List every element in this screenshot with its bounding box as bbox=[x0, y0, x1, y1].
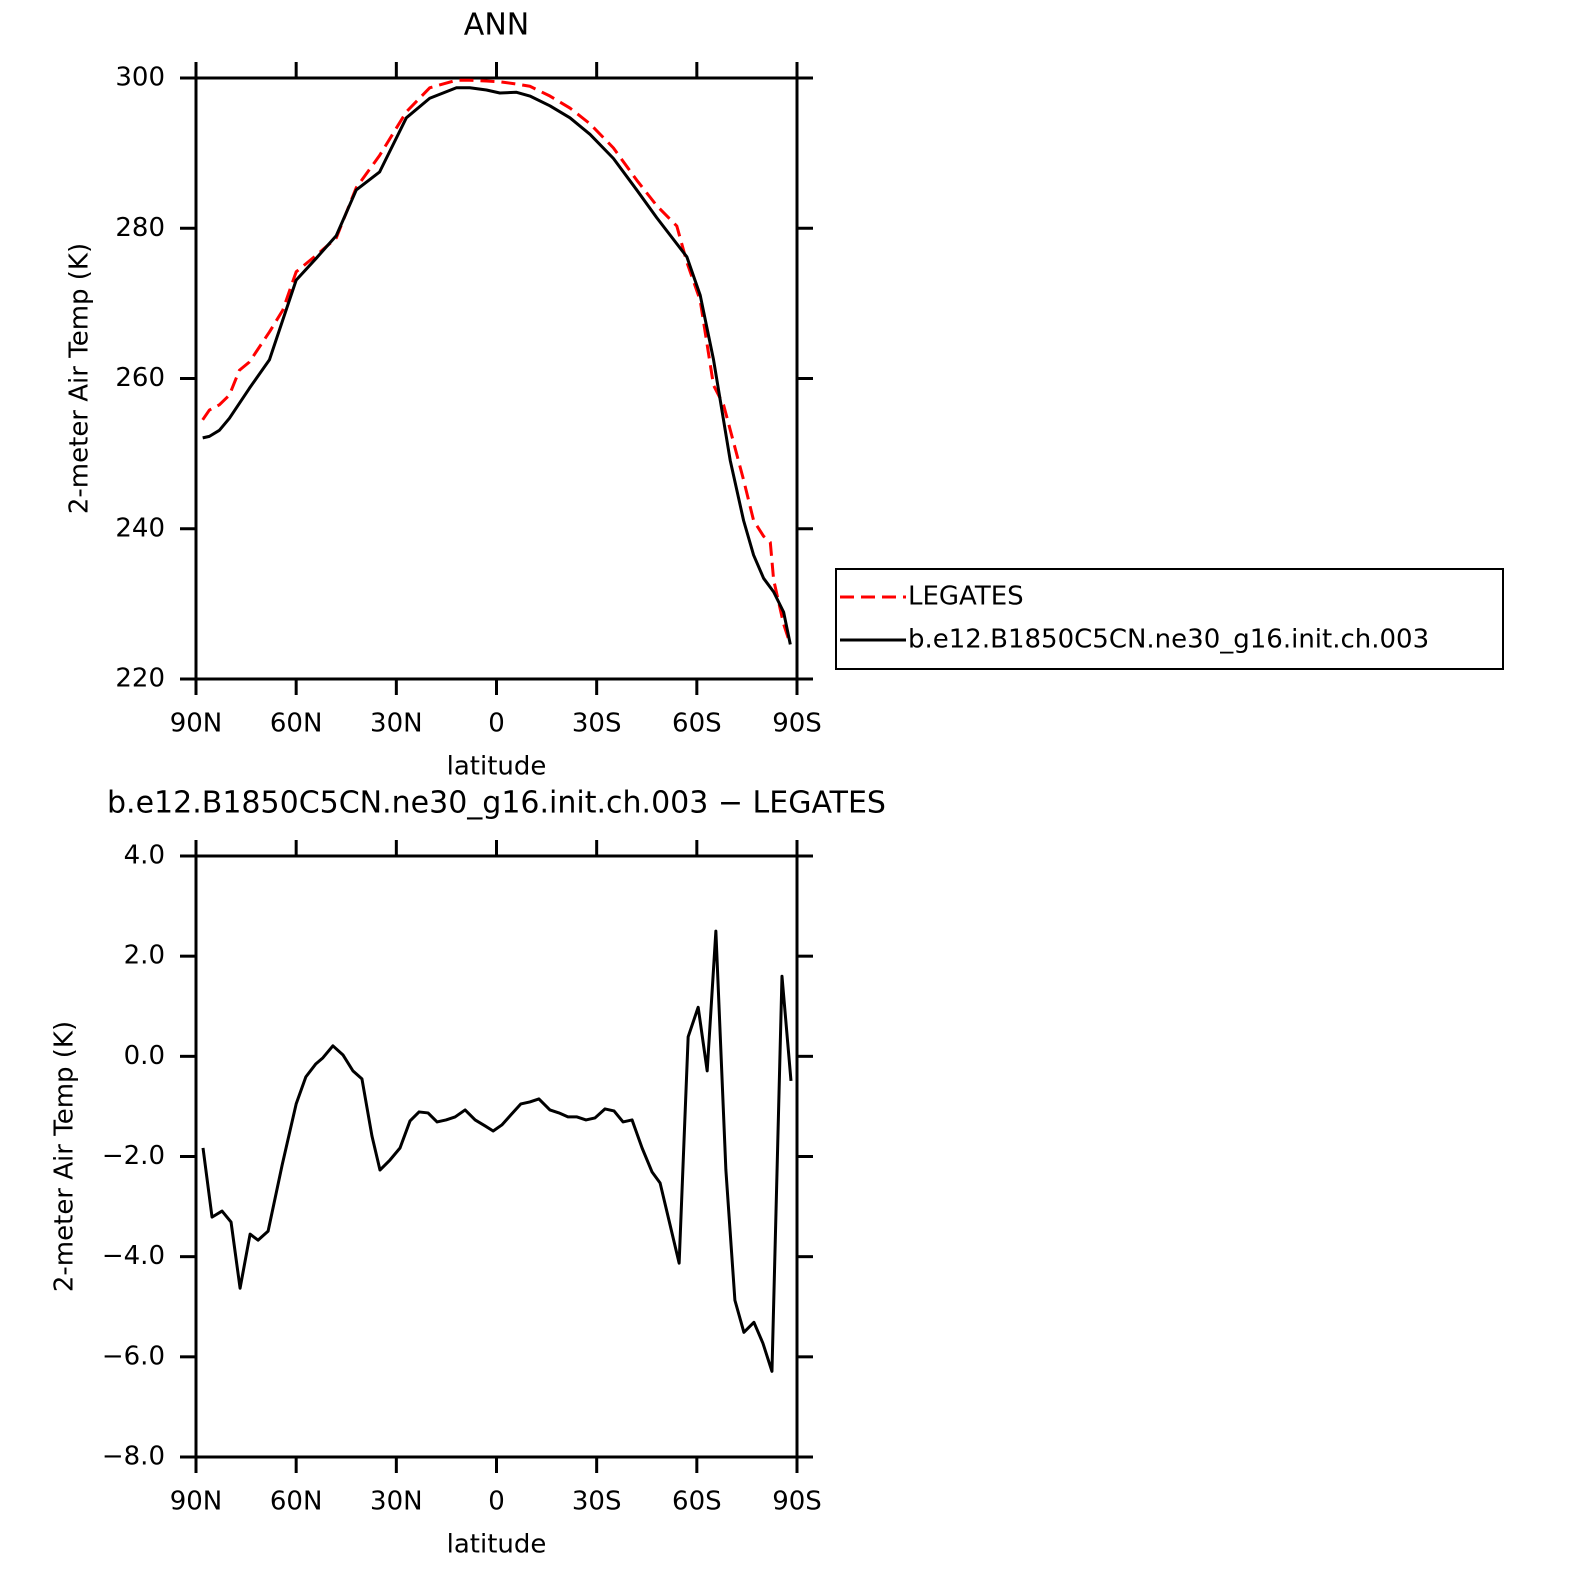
x-tick-label: 0 bbox=[488, 709, 505, 739]
chart-title: ANN bbox=[464, 8, 529, 43]
x-tick-label: 90S bbox=[772, 1487, 822, 1517]
x-tick-label: 30S bbox=[572, 709, 622, 739]
y-tick-label: 280 bbox=[115, 213, 165, 243]
y-tick-label: 240 bbox=[115, 513, 165, 543]
x-tick-label: 90N bbox=[170, 1487, 223, 1517]
legend-label: LEGATES bbox=[908, 582, 1024, 612]
y-tick-label: 220 bbox=[115, 664, 165, 694]
legend-box bbox=[835, 568, 1504, 670]
x-tick-label: 30S bbox=[572, 1487, 622, 1517]
x-tick-label: 0 bbox=[488, 1487, 505, 1517]
y-axis-label: 2-meter Air Temp (K) bbox=[50, 1021, 80, 1292]
y-axis-label: 2-meter Air Temp (K) bbox=[65, 243, 95, 514]
legend-label: b.e12.B1850C5CN.ne30_g16.init.ch.003 bbox=[908, 625, 1429, 655]
x-axis-label: latitude bbox=[447, 1530, 547, 1560]
y-tick-label: 0.0 bbox=[124, 1041, 165, 1071]
y-tick-label: −4.0 bbox=[102, 1241, 165, 1271]
y-tick-label: −2.0 bbox=[102, 1141, 165, 1171]
plot-frame bbox=[194, 76, 799, 681]
y-tick-label: 2.0 bbox=[124, 941, 165, 971]
x-axis-label: latitude bbox=[447, 752, 547, 782]
x-tick-label: 90N bbox=[170, 709, 223, 739]
x-tick-label: 60S bbox=[672, 1487, 722, 1517]
x-tick-label: 60S bbox=[672, 709, 722, 739]
x-tick-label: 60N bbox=[270, 1487, 323, 1517]
plot-frame bbox=[194, 854, 799, 1459]
x-tick-label: 30N bbox=[370, 1487, 423, 1517]
y-tick-label: −8.0 bbox=[102, 1442, 165, 1472]
y-tick-label: 4.0 bbox=[124, 841, 165, 871]
y-tick-label: −6.0 bbox=[102, 1341, 165, 1371]
data-line bbox=[202, 86, 792, 645]
data-line bbox=[201, 929, 793, 1373]
x-tick-label: 30N bbox=[370, 709, 423, 739]
x-tick-label: 60N bbox=[270, 709, 323, 739]
y-tick-label: 260 bbox=[115, 363, 165, 393]
x-tick-label: 90S bbox=[772, 709, 822, 739]
data-line bbox=[201, 78, 792, 645]
chart-title: b.e12.B1850C5CN.ne30_g16.init.ch.003 − L… bbox=[107, 786, 886, 821]
y-tick-label: 300 bbox=[115, 63, 165, 93]
